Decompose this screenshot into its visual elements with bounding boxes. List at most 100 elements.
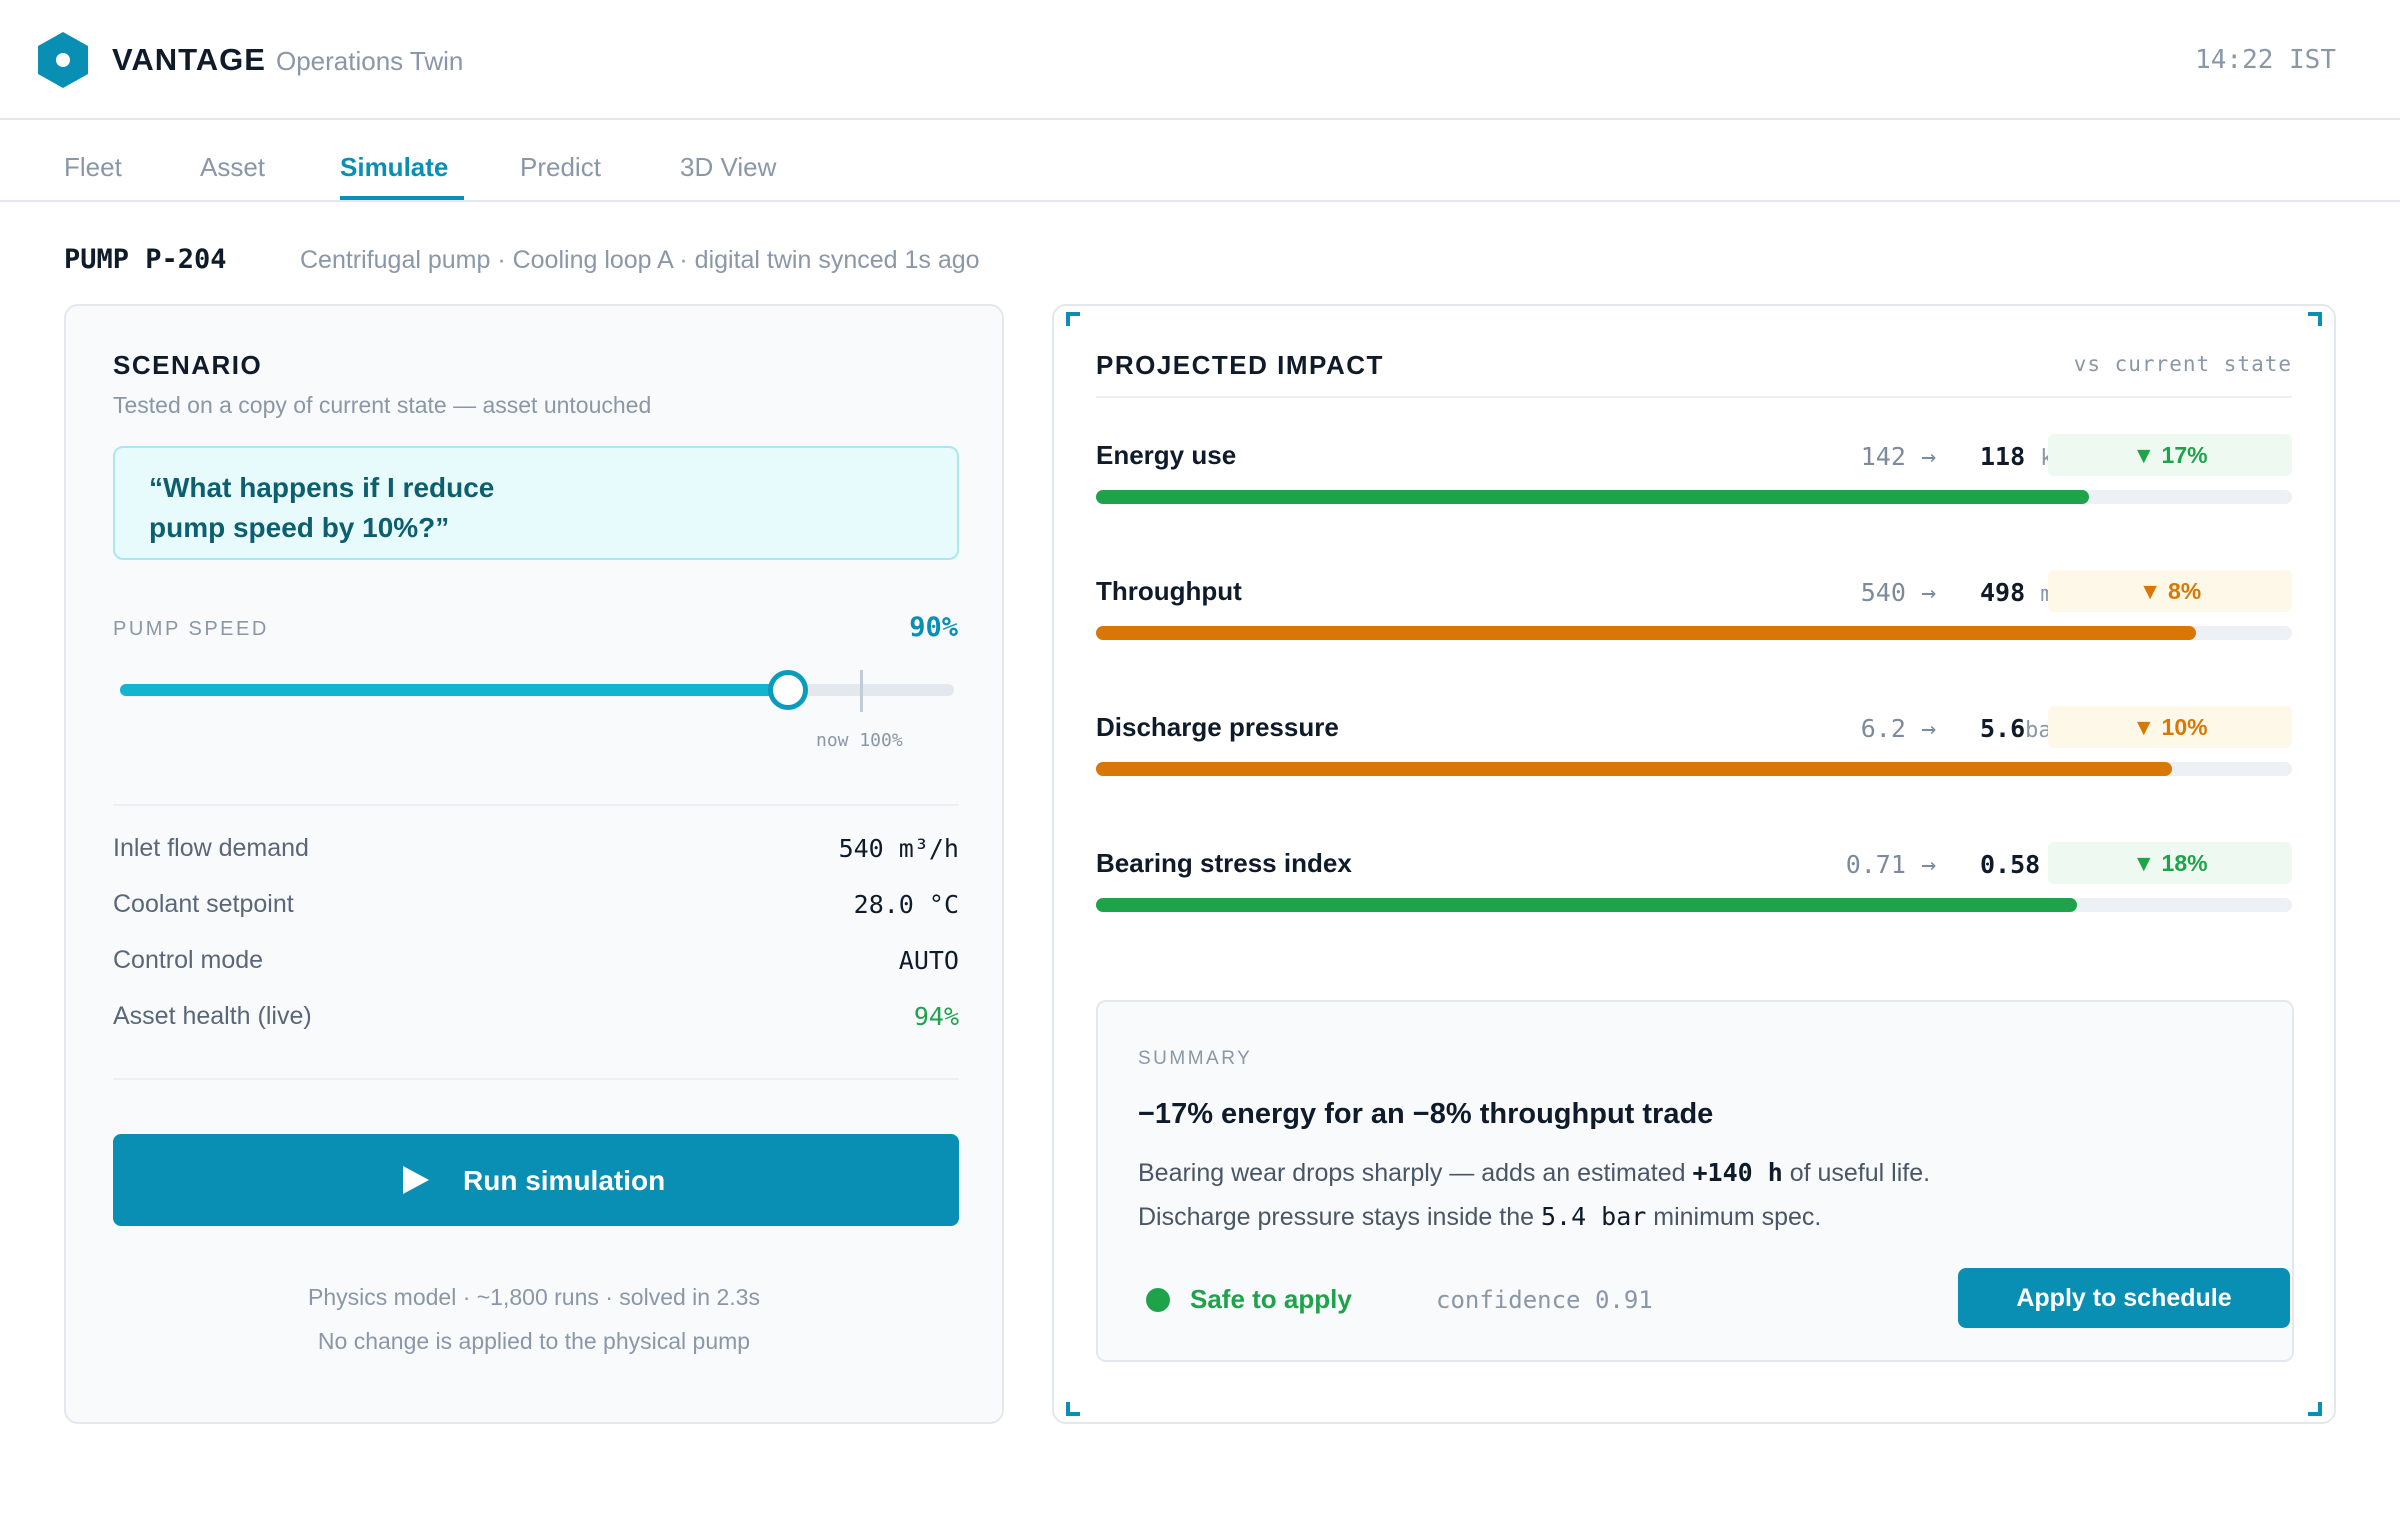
metric-bar-fill [1096,626,2197,640]
tab-fleet[interactable]: Fleet [64,152,122,182]
corner-bracket [1066,312,1080,326]
run-simulation-button[interactable]: Run simulation [113,1134,959,1226]
metric-change-badge: ▼ 10% [2048,706,2292,748]
top-bar: VANTAGE Operations Twin 14:22 IST [0,0,2400,120]
metric-after-value: 118 [1980,442,2026,471]
play-icon [403,1166,429,1194]
metric-throughput: Throughput 540 → 498 m³/h ▼ 8% [1096,570,2292,666]
hexagon-logo-icon [38,32,88,88]
metric-before: 6.2 → [1860,714,1936,743]
metric-unit: kW [2040,446,2052,471]
metric-unit: bar [2025,718,2052,743]
safe-status-dot-icon [1146,1288,1170,1312]
pump-speed-slider-track[interactable] [120,684,954,696]
projected-impact-card: PROJECTED IMPACT vs current state Energy… [1052,304,2336,1424]
metric-unit: m³/h [2040,582,2052,607]
tab-bar: Fleet Asset Simulate Predict 3D View [0,120,2400,202]
metric-change-badge: ▼ 18% [2048,842,2292,884]
pump-speed-slider-fill [120,684,788,696]
model-footnote: Physics model · ~1,800 runs · solved in … [308,1284,760,1310]
metric-before: 0.71 → [1845,850,1936,879]
divider [1096,396,2292,398]
param-name: Control mode [113,946,264,974]
scenario-card: SCENARIO Tested on a copy of current sta… [64,304,1004,1424]
impact-title: PROJECTED IMPACT [1096,350,1384,380]
metric-bearing-stress: Bearing stress index 0.71 → 0.58 ▼ 18% [1096,842,2292,938]
metric-bar-track [1096,898,2292,912]
metric-bar-fill [1096,898,2077,912]
summary-line-useful-life: Bearing wear drops sharply — adds an est… [1138,1158,1930,1188]
metric-change-badge: ▼ 17% [2048,434,2292,476]
metric-name: Discharge pressure [1096,712,1339,742]
metric-after-value: 5.6 [1980,714,2026,743]
current-speed-label: now 100% [816,730,903,751]
summary-highlight: 5.4 bar [1540,1202,1647,1231]
safety-footnote: No change is applied to the physical pum… [317,1328,751,1354]
asset-description: Centrifugal pump · Cooling loop A · digi… [300,246,980,274]
brand-subtitle: Operations Twin [276,46,464,76]
divider [113,804,959,806]
param-name: Coolant setpoint [113,890,294,918]
corner-bracket [1066,1402,1080,1416]
metric-after: 118 kW [1980,442,2052,471]
metric-after: 0.58 [1980,850,2052,879]
param-row-asset-health: Asset health (live) 94% [113,998,959,1038]
param-row-inlet-flow: Inlet flow demand 540 m³/h [113,830,959,870]
tab-predict[interactable]: Predict [520,152,601,182]
comparison-label: vs current state [2073,352,2292,376]
metric-name: Energy use [1096,440,1237,470]
metric-before: 540 → [1860,578,1936,607]
summary-headline: −17% energy for an −8% throughput trade [1138,1098,1714,1130]
pump-speed-value: 90% [909,612,958,643]
asset-id: PUMP P-204 [64,244,227,275]
metric-change-badge: ▼ 8% [2048,570,2292,612]
metric-name: Bearing stress index [1096,848,1352,878]
summary-line-pressure-spec: Discharge pressure stays inside the 5.4 … [1138,1202,1821,1232]
param-row-control-mode: Control mode AUTO [113,942,959,982]
metric-bar-track [1096,626,2292,640]
param-value: AUTO [898,946,959,975]
divider [113,1078,959,1080]
scenario-question: “What happens if I reduce pump speed by … [113,446,959,560]
scenario-subtitle: Tested on a copy of current state — asse… [113,392,652,418]
metric-bar-track [1096,490,2292,504]
summary-text: minimum spec. [1646,1203,1822,1231]
clock: 14:22 IST [2195,45,2336,75]
corner-bracket [2308,312,2322,326]
run-simulation-label: Run simulation [463,1165,666,1196]
summary-panel: SUMMARY −17% energy for an −8% throughpu… [1096,1000,2294,1362]
apply-to-schedule-button[interactable]: Apply to schedule [1958,1268,2290,1328]
metric-after-value: 498 [1980,578,2026,607]
metric-discharge-pressure: Discharge pressure 6.2 → 5.6bar ▼ 10% [1096,706,2292,802]
tab-asset[interactable]: Asset [200,152,266,182]
tab-simulate[interactable]: Simulate [340,152,449,182]
question-line: pump speed by 10%?” [149,512,450,543]
metric-name: Throughput [1096,576,1242,606]
param-value: 94% [913,1002,959,1031]
param-value: 540 m³/h [838,834,959,863]
param-value: 28.0 °C [853,890,959,919]
metric-before: 142 → [1860,442,1936,471]
active-tab-indicator [340,196,464,200]
metric-bar-fill [1096,762,2173,776]
summary-label: SUMMARY [1138,1048,1253,1069]
corner-bracket [2308,1402,2322,1416]
question-line: “What happens if I reduce [149,472,495,503]
param-row-coolant-setpoint: Coolant setpoint 28.0 °C [113,886,959,926]
metric-after: 498 m³/h [1980,578,2052,607]
scenario-title: SCENARIO [113,350,263,380]
param-name: Inlet flow demand [113,834,309,862]
param-name: Asset health (live) [113,1002,312,1030]
metric-after-value: 0.58 [1980,850,2041,879]
pump-speed-slider-thumb[interactable] [767,670,808,710]
summary-text: Discharge pressure stays inside the [1138,1203,1541,1231]
tab-3d-view[interactable]: 3D View [680,152,777,182]
pump-speed-label: PUMP SPEED [113,618,269,640]
current-speed-marker [860,670,863,712]
metric-bar-track [1096,762,2292,776]
metric-bar-fill [1096,490,2089,504]
summary-text: of useful life. [1782,1159,1931,1187]
summary-text: Bearing wear drops sharply — adds an est… [1138,1159,1693,1187]
brand-name: VANTAGE [112,42,266,77]
metric-energy-use: Energy use 142 → 118 kW ▼ 17% [1096,434,2292,530]
